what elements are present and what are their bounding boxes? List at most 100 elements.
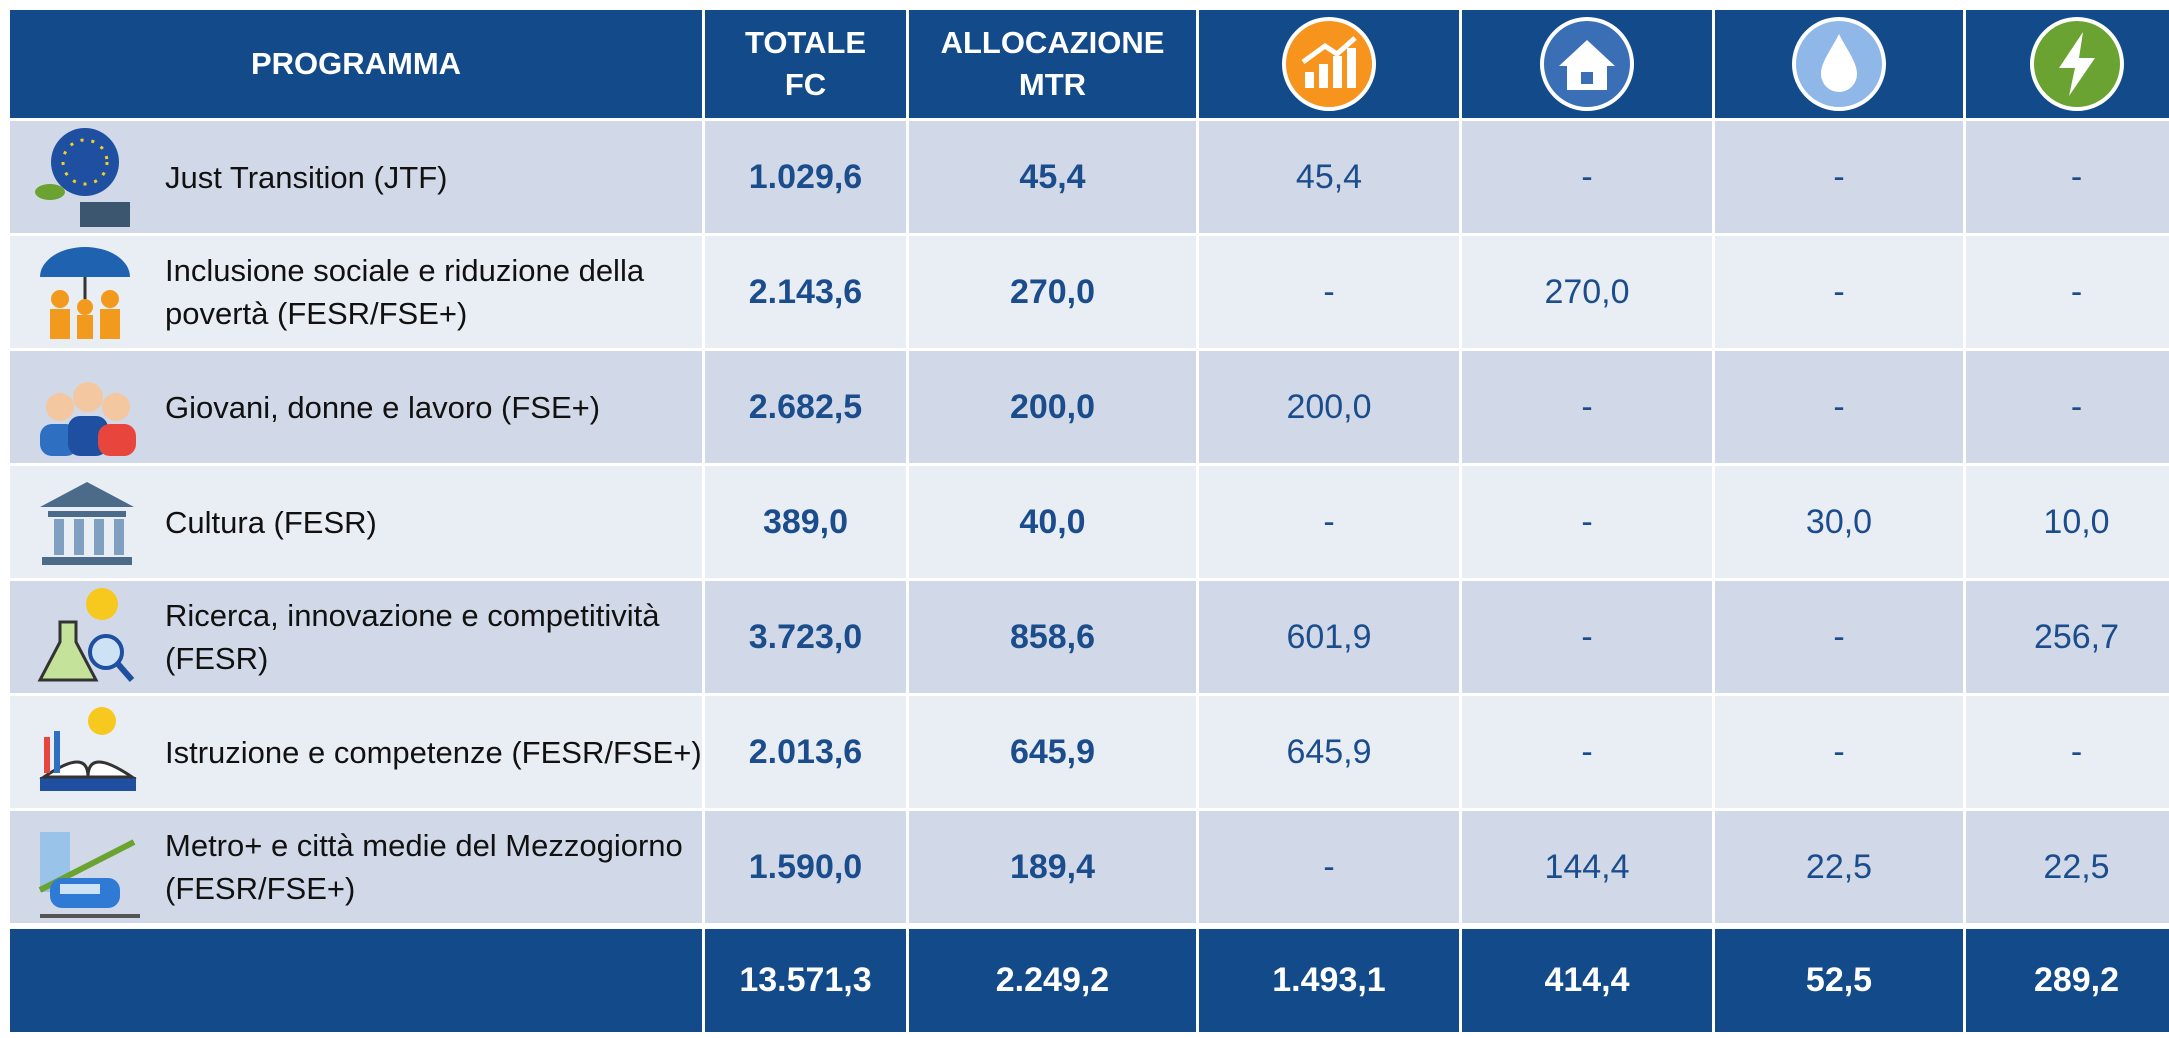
cell-text: 389,0 — [762, 502, 849, 541]
cell-text: 189,4 — [1009, 847, 1096, 886]
cell-text: - — [2070, 157, 2083, 196]
value-cell: 1.590,0 — [705, 811, 906, 923]
cell-text: 45,4 — [1295, 157, 1363, 196]
value-cell: 10,0 — [1966, 466, 2169, 578]
value-cell: - — [1966, 351, 2169, 463]
value-cell: 3.723,0 — [705, 581, 906, 693]
cell-text: 256,7 — [2033, 617, 2120, 656]
cell-text: Inclusione sociale e riduzione della pov… — [165, 253, 645, 331]
cell-text: - — [1323, 272, 1335, 311]
program-name: Istruzione e competenze (FESR/FSE+) — [10, 696, 702, 808]
value-cell: 189,4 — [909, 811, 1196, 923]
cell-text: 1.029,6 — [748, 157, 863, 196]
total-cell: 52,5 — [1715, 929, 1963, 1032]
cell-text: 45,4 — [1019, 157, 1086, 196]
value-cell: - — [1715, 696, 1963, 808]
value-cell: 22,5 — [1715, 811, 1963, 923]
value-cell: - — [1462, 696, 1712, 808]
cell-text: - — [1581, 617, 1593, 656]
cell-text: 2.249,2 — [995, 961, 1110, 999]
value-cell: - — [1199, 236, 1459, 348]
cell-text: - — [1833, 272, 1845, 311]
cell-text: Just Transition (JTF) — [165, 159, 448, 195]
total-cell: 13.571,3 — [705, 929, 906, 1032]
cell-text: 1.590,0 — [748, 847, 863, 886]
value-cell: 601,9 — [1199, 581, 1459, 693]
value-cell: - — [1462, 351, 1712, 463]
cell-text: - — [1581, 732, 1593, 771]
cell-text: - — [2070, 387, 2083, 426]
cell-text: Ricerca, innovazione e competitività (FE… — [165, 598, 660, 676]
value-cell: 1.029,6 — [705, 121, 906, 233]
cell-text: 1.493,1 — [1272, 961, 1386, 999]
cell-text: Giovani, donne e lavoro (FSE+) — [165, 389, 601, 425]
program-name: Just Transition (JTF) — [10, 121, 702, 233]
cell-text: Metro+ e città medie del Mezzogiorno (FE… — [165, 828, 683, 906]
icon — [2029, 17, 2124, 111]
value-cell: 40,0 — [909, 466, 1196, 578]
value-cell: - — [1715, 236, 1963, 348]
cell-text: - — [1581, 387, 1593, 426]
total-cell: 289,2 — [1966, 929, 2169, 1032]
cell-text: 2.143,6 — [748, 272, 863, 311]
program-name: Metro+ e città medie del Mezzogiorno (FE… — [10, 811, 702, 923]
value-cell: 645,9 — [1199, 696, 1459, 808]
value-cell: 2.143,6 — [705, 236, 906, 348]
cell-text: 414,4 — [1544, 961, 1630, 999]
total-label — [10, 929, 702, 1032]
value-cell: - — [1462, 581, 1712, 693]
header-icon — [1199, 10, 1459, 118]
value-cell: - — [1715, 351, 1963, 463]
value-cell: 270,0 — [909, 236, 1196, 348]
total-cell: 2.249,2 — [909, 929, 1196, 1032]
value-cell: 144,4 — [1462, 811, 1712, 923]
cell-text: Istruzione e competenze (FESR/FSE+) — [165, 734, 702, 770]
value-cell: - — [1199, 811, 1459, 923]
program-name: Inclusione sociale e riduzione della pov… — [10, 236, 702, 348]
header-icon — [1462, 10, 1712, 118]
icon — [1282, 17, 1376, 111]
value-cell: 858,6 — [909, 581, 1196, 693]
cell-text: - — [1833, 387, 1845, 426]
value-cell: 270,0 — [1462, 236, 1712, 348]
icon — [1540, 17, 1634, 111]
cell-text: 270,0 — [1544, 272, 1630, 311]
value-cell: 45,4 — [909, 121, 1196, 233]
cell-text: 22,5 — [2043, 847, 2110, 886]
program-name: Cultura (FESR) — [10, 466, 702, 578]
cell-text: 22,5 — [1805, 847, 1873, 886]
cell-text: - — [1581, 157, 1593, 196]
cell-text: - — [1323, 847, 1335, 886]
value-cell: 200,0 — [1199, 351, 1459, 463]
cell-text: - — [1833, 157, 1845, 196]
value-cell: 22,5 — [1966, 811, 2169, 923]
row-icon — [37, 588, 135, 682]
cell-text: - — [1323, 502, 1335, 541]
header-icon — [1715, 10, 1963, 118]
value-cell: - — [1715, 121, 1963, 233]
value-cell: 256,7 — [1966, 581, 2169, 693]
header-icon — [1966, 10, 2169, 118]
program-name: Giovani, donne e lavoro (FSE+) — [10, 351, 702, 463]
cell-text: 10,0 — [2043, 502, 2110, 541]
cell-text: - — [1833, 617, 1845, 656]
header-cell: PROGRAMMA — [10, 10, 702, 118]
cell-text: 270,0 — [1009, 272, 1096, 311]
cell-text: 13.571,3 — [739, 961, 872, 999]
cell-text: 200,0 — [1286, 387, 1372, 426]
value-cell: 2.013,6 — [705, 696, 906, 808]
cell-text: 858,6 — [1009, 617, 1096, 656]
value-cell: 389,0 — [705, 466, 906, 578]
icon — [1792, 17, 1886, 111]
row-icon — [35, 128, 130, 227]
row-icon — [40, 247, 130, 339]
cell-text: - — [1833, 732, 1845, 771]
value-cell: 645,9 — [909, 696, 1196, 808]
cell-text: 52,5 — [1805, 961, 1873, 999]
value-cell: 45,4 — [1199, 121, 1459, 233]
value-cell: 2.682,5 — [705, 351, 906, 463]
total-cell: 1.493,1 — [1199, 929, 1459, 1032]
value-cell: - — [1966, 121, 2169, 233]
value-cell: 30,0 — [1715, 466, 1963, 578]
value-cell: 200,0 — [909, 351, 1196, 463]
